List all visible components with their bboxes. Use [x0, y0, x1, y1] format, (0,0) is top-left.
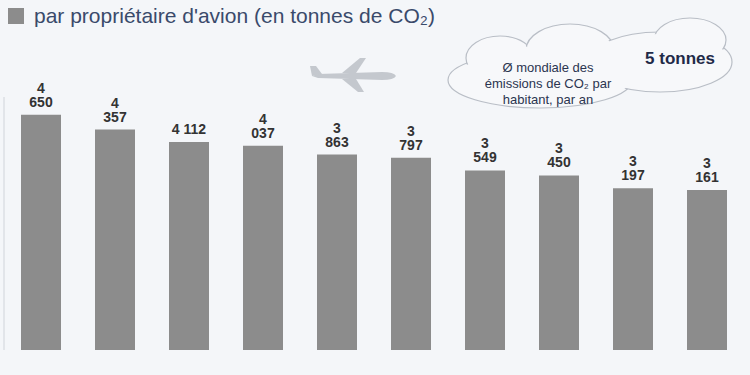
svg-text:4357: 4357	[103, 95, 127, 125]
svg-text:habitant, par an: habitant, par an	[503, 92, 593, 107]
svg-text:4650: 4650	[29, 80, 53, 110]
svg-text:Ø mondiale des: Ø mondiale des	[502, 60, 594, 75]
svg-text:3450: 3450	[547, 140, 571, 170]
svg-text:par propriétaire d'avion (en t: par propriétaire d'avion (en tonnes de C…	[34, 4, 435, 27]
svg-text:3549: 3549	[473, 135, 497, 165]
svg-text:5 tonnes: 5 tonnes	[645, 49, 715, 68]
svg-text:4 112: 4 112	[172, 121, 206, 137]
svg-text:3197: 3197	[621, 153, 645, 183]
svg-text:4037: 4037	[251, 111, 275, 141]
svg-text:émissions de CO₂ par: émissions de CO₂ par	[485, 76, 612, 91]
svg-text:3161: 3161	[695, 155, 719, 185]
svg-text:3863: 3863	[325, 120, 349, 150]
svg-text:3797: 3797	[399, 123, 423, 153]
